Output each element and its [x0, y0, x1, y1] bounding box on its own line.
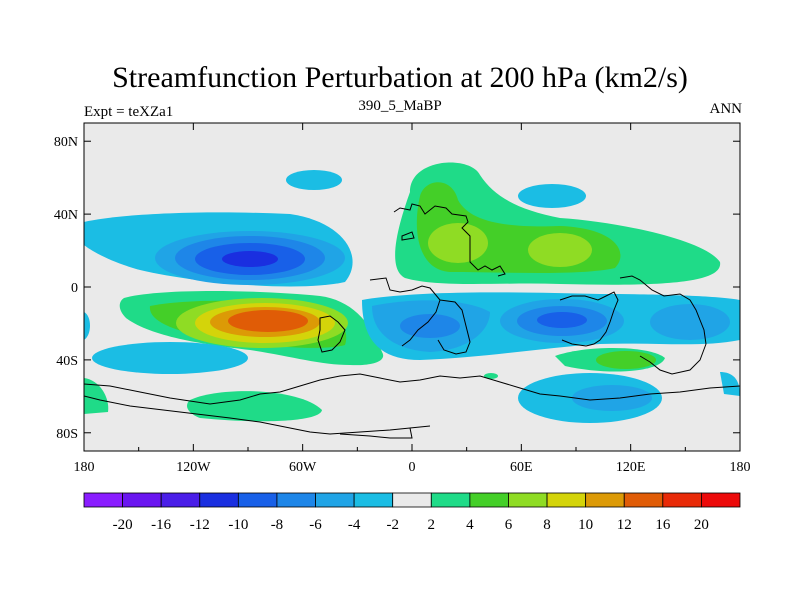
- colorbar-label: -20: [113, 517, 133, 533]
- y-tick-label: 40N: [54, 208, 78, 223]
- colorbar-label: 2: [428, 517, 436, 533]
- colorbar-swatch: [469, 492, 509, 508]
- colorbar-swatch: [508, 492, 548, 508]
- colorbar: -20 -16 -12 -10 -8 -6 -4 -2 2 4 6 8 10 12 16 20: [83, 492, 741, 533]
- colorbar-swatch: [546, 492, 587, 508]
- colorbar-swatch: [701, 492, 741, 508]
- season-label: ANN: [709, 101, 743, 117]
- filled-contours: [84, 162, 740, 423]
- colorbar-swatch: [623, 492, 664, 508]
- colorbar-label: 20: [694, 517, 709, 533]
- colorbar-swatch: [199, 492, 239, 508]
- colorbar-label: 4: [466, 517, 474, 533]
- colorbar-label: 8: [543, 517, 551, 533]
- colorbar-swatch: [83, 492, 123, 508]
- colorbar-label: -12: [190, 517, 210, 533]
- x-tick-label: 0: [409, 460, 416, 475]
- colorbar-swatch: [430, 492, 471, 508]
- colorbar-label: -2: [386, 517, 399, 533]
- colorbar-label: -6: [309, 517, 322, 533]
- colorbar-swatch: [160, 492, 201, 508]
- x-tick-label: 120W: [176, 460, 211, 475]
- colorbar-swatch: [353, 492, 394, 508]
- x-tick-label: 60W: [289, 460, 317, 475]
- y-tick-label: 80S: [56, 427, 78, 442]
- x-tick-label: 180: [730, 460, 751, 475]
- y-tick-label: 80N: [54, 135, 78, 150]
- x-tick-label: 120E: [616, 460, 646, 475]
- colorbar-swatch: [392, 492, 432, 508]
- colorbar-swatch: [662, 492, 702, 508]
- colorbar-label: 6: [505, 517, 513, 533]
- colorbar-label: -4: [348, 517, 361, 533]
- y-tick-label: 40S: [56, 354, 78, 369]
- x-tick-label: 180: [74, 460, 95, 475]
- colorbar-label: -8: [271, 517, 284, 533]
- case-label: 390_5_MaBP: [358, 98, 442, 114]
- colorbar-swatch: [585, 492, 625, 508]
- colorbar-label: 10: [578, 517, 593, 533]
- colorbar-swatch: [237, 492, 278, 508]
- colorbar-label: -10: [228, 517, 248, 533]
- axes: 180 120W 60W 0 60E 120E 180 80N 40N 0 40S 80S: [54, 123, 751, 475]
- colorbar-swatch: [122, 492, 162, 508]
- chart-title: Streamfunction Perturbation at 200 hPa (…: [112, 61, 688, 94]
- coastlines: [84, 203, 740, 439]
- colorbar-swatch: [276, 492, 316, 508]
- colorbar-label: 12: [617, 517, 632, 533]
- colorbar-label: 16: [655, 517, 671, 533]
- experiment-label: Expt = teXZa1: [84, 104, 174, 120]
- colorbar-swatch: [315, 492, 355, 508]
- colorbar-label: -16: [151, 517, 171, 533]
- y-tick-label: 0: [71, 281, 78, 296]
- x-tick-label: 60E: [510, 460, 533, 475]
